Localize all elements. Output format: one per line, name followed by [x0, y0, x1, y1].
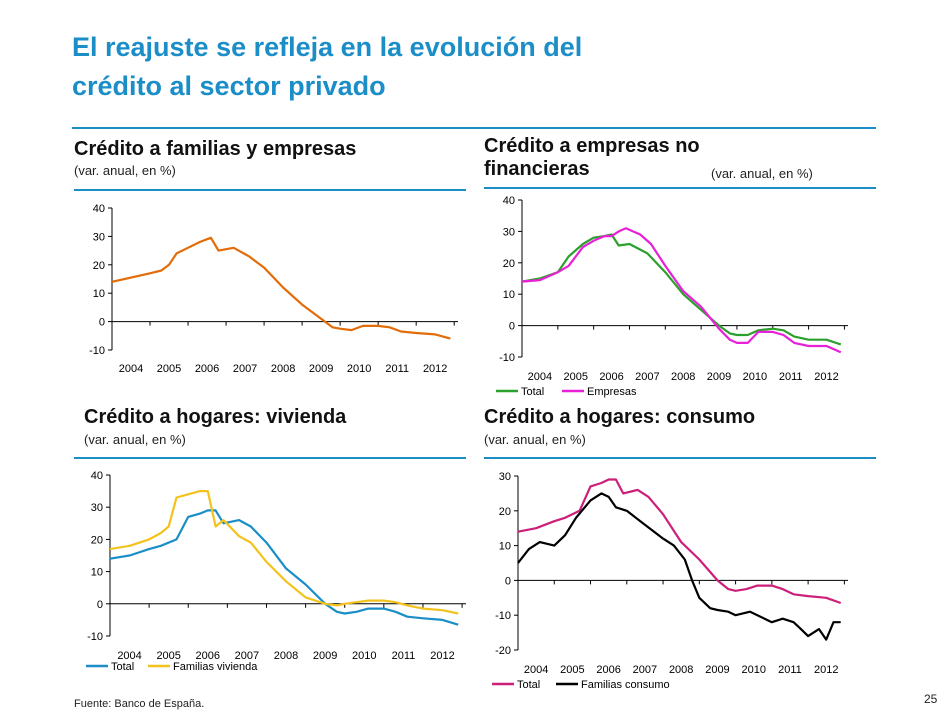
- y-tick-label: 10: [499, 541, 511, 553]
- panel-2-divider: [484, 187, 876, 189]
- y-tick-label: 20: [93, 260, 105, 272]
- legend-label: Total: [111, 661, 134, 673]
- x-tick-label: 2005: [563, 371, 587, 383]
- x-tick-label: 2009: [309, 363, 333, 375]
- x-tick-label: 2010: [347, 363, 371, 375]
- x-tick-label: 2012: [814, 371, 838, 383]
- x-tick-label: 2004: [117, 650, 141, 662]
- x-tick-label: 2012: [430, 650, 454, 662]
- y-tick-label: 0: [509, 321, 515, 333]
- x-tick-label: 2005: [156, 650, 180, 662]
- x-tick-label: 2011: [392, 650, 416, 662]
- y-tick-label: 30: [499, 471, 511, 483]
- page-title-line-1: El reajuste se refleja en la evolución d…: [72, 32, 583, 62]
- y-tick-label: 40: [93, 203, 105, 215]
- series-line-familias-vivienda: [109, 490, 459, 615]
- y-tick-label: 0: [99, 317, 105, 329]
- x-tick-label: 2012: [814, 664, 838, 676]
- chart-credito-familias-empresas: -10 0 10 20 30 40 2004 2005 2006 2007 2008 2009 2010…: [89, 203, 458, 375]
- panel-3-title: Crédito a hogares: vivienda: [84, 406, 347, 428]
- y-tick-label: 30: [93, 231, 105, 243]
- legend-label: Total: [521, 386, 544, 398]
- y-tick-label: 10: [91, 567, 103, 579]
- x-tick-label: 2006: [196, 650, 220, 662]
- x-tick-label: 2007: [633, 664, 657, 676]
- source-note: Fuente: Banco de España.: [74, 698, 205, 710]
- x-tick-label: 2004: [524, 664, 548, 676]
- x-tick-label: 2008: [669, 664, 693, 676]
- y-tick-label: 0: [505, 575, 511, 587]
- panel-2-title-line-2: financieras: [484, 158, 590, 180]
- panel-2-title: Crédito a empresas no financieras: [484, 135, 700, 181]
- series-line-total: [111, 236, 451, 340]
- x-tick-label: 2006: [599, 371, 623, 383]
- chart-credito-hogares-vivienda: -10 0 10 20 30 40 2004 2005 2006 2007 2008 2009 2010…: [86, 470, 466, 673]
- panel-4-subtitle: (var. anual, en %): [484, 432, 586, 447]
- x-tick-label: 2007: [233, 363, 257, 375]
- page-number: 25: [924, 692, 938, 706]
- y-tick-label: -20: [495, 645, 511, 657]
- y-tick-label: 0: [97, 599, 103, 611]
- panel-2-subtitle: (var. anual, en %): [711, 166, 813, 181]
- y-tick-label: 20: [499, 506, 511, 518]
- title-divider: [72, 127, 876, 129]
- legend-label: Familias vivienda: [173, 661, 258, 673]
- panel-4-divider: [484, 457, 876, 459]
- x-tick-label: 2009: [707, 371, 731, 383]
- panel-3-subtitle: (var. anual, en %): [84, 432, 186, 447]
- page-title: El reajuste se refleja en la evolución d…: [72, 28, 892, 106]
- legend-label: Total: [517, 679, 540, 691]
- y-tick-label: 10: [93, 288, 105, 300]
- y-tick-label: 30: [91, 502, 103, 514]
- x-tick-label: 2006: [195, 363, 219, 375]
- page-title-line-2: crédito al sector privado: [72, 71, 386, 101]
- x-tick-label: 2011: [779, 371, 803, 383]
- y-tick-label: 10: [503, 289, 515, 301]
- y-tick-label: 40: [503, 195, 515, 207]
- x-tick-label: 2007: [635, 371, 659, 383]
- x-tick-label: 2010: [743, 371, 767, 383]
- y-tick-label: 20: [91, 534, 103, 546]
- x-tick-label: 2009: [313, 650, 337, 662]
- panel-1-divider: [74, 189, 466, 191]
- series-line-total: [521, 233, 842, 346]
- y-tick-label: -10: [87, 631, 103, 643]
- panel-4-title: Crédito a hogares: consumo: [484, 406, 756, 428]
- chart-credito-hogares-consumo: -20 -10 0 10 20 30 2004 2005 2006 2007 2008 2009 201…: [492, 471, 848, 691]
- y-tick-label: -10: [495, 610, 511, 622]
- panel-1-subtitle: (var. anual, en %): [74, 163, 176, 178]
- panel-3-divider: [74, 457, 466, 459]
- y-tick-label: -10: [499, 352, 515, 364]
- x-tick-label: 2005: [157, 363, 181, 375]
- series-line-familias-consumo: [517, 492, 841, 641]
- panel-1-title: Crédito a familias y empresas: [74, 138, 357, 160]
- legend-label: Empresas: [587, 386, 637, 398]
- y-tick-label: 30: [503, 226, 515, 238]
- x-tick-label: 2010: [741, 664, 765, 676]
- x-tick-label: 2004: [528, 371, 552, 383]
- x-tick-label: 2004: [119, 363, 143, 375]
- x-tick-label: 2011: [778, 664, 802, 676]
- x-tick-label: 2006: [596, 664, 620, 676]
- x-tick-label: 2008: [274, 650, 298, 662]
- series-line-total: [517, 478, 842, 605]
- y-tick-label: -10: [89, 345, 105, 357]
- x-tick-label: 2010: [352, 650, 376, 662]
- legend-label: Familias consumo: [581, 679, 670, 691]
- x-tick-label: 2012: [423, 363, 447, 375]
- x-tick-label: 2008: [271, 363, 295, 375]
- y-tick-label: 40: [91, 470, 103, 482]
- chart-credito-empresas-no-financieras: -10 0 10 20 30 40 2004 2005 2006 2007 2008 2009 2010…: [496, 195, 848, 398]
- panel-2-title-line-1: Crédito a empresas no: [484, 135, 700, 157]
- x-tick-label: 2008: [671, 371, 695, 383]
- series-line-total: [109, 509, 459, 626]
- y-tick-label: 20: [503, 258, 515, 270]
- x-tick-label: 2009: [705, 664, 729, 676]
- series-line-empresas: [521, 227, 842, 354]
- x-tick-label: 2011: [385, 363, 409, 375]
- x-tick-label: 2005: [560, 664, 584, 676]
- x-tick-label: 2007: [235, 650, 259, 662]
